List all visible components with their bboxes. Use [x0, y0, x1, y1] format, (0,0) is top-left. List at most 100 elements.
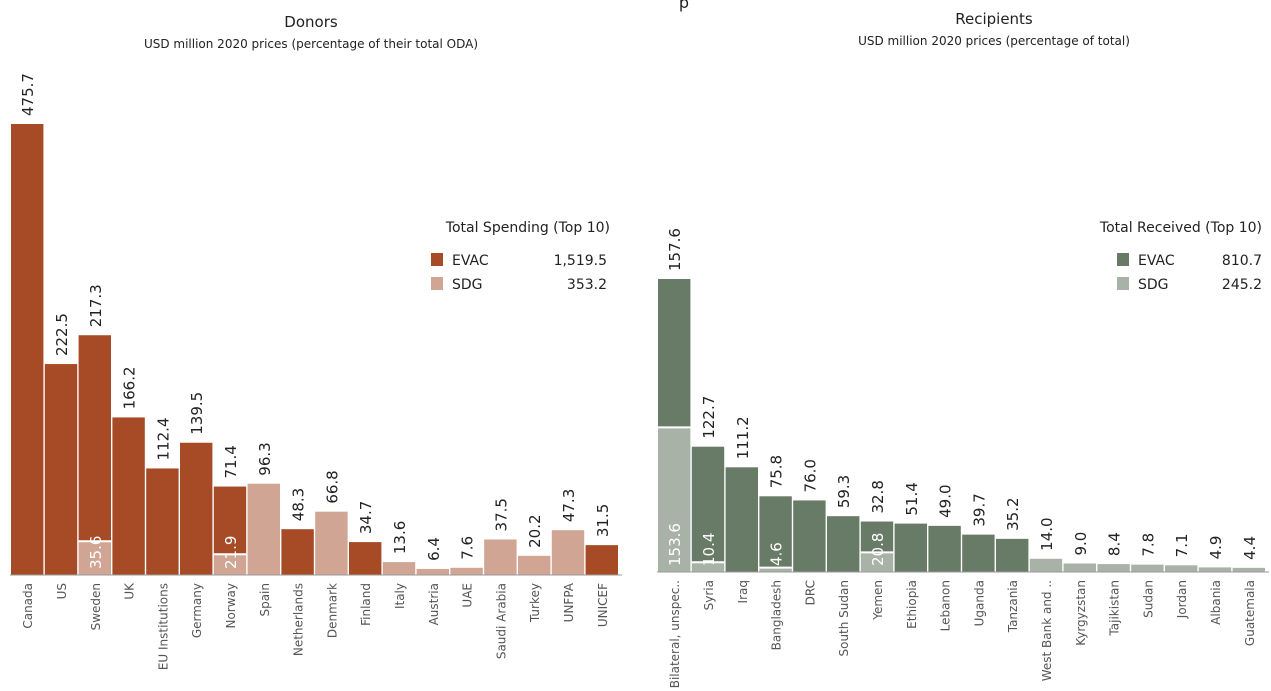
recipient-category-label-yemen: Yemen [871, 580, 885, 621]
recipient-value-label-tanzania: 35.2 [1004, 497, 1022, 530]
recipient-value-label-south-sudan: 59.3 [835, 475, 853, 508]
donor-bar-sdg-unfpa [551, 530, 585, 575]
recipient-bar-sdg-kyrgyzstan [1063, 563, 1096, 572]
recipient-bar-sdg-bilateral-unspec [658, 427, 691, 572]
donor-value-label-eu-institutions: 112.4 [154, 417, 172, 460]
recipient-category-label-tajikistan: Tajikistan [1108, 580, 1122, 637]
recipient-bar-evac-ethiopia [894, 523, 927, 572]
donor-category-label-canada: Canada [21, 583, 35, 629]
donor-bar-evac-netherlands [281, 529, 314, 575]
donors-legend-evac-value: 1,519.5 [554, 253, 607, 269]
recipient-category-label-tanzania: Tanzania [1006, 580, 1020, 633]
donor-category-label-eu-institutions: EU Institutions [156, 583, 170, 670]
donor-value-label-us: 222.5 [53, 313, 71, 356]
donor-category-label-sweden: Sweden [89, 583, 103, 630]
donor-value-label-uk: 166.2 [121, 366, 139, 409]
donor-category-label-unfpa: UNFPA [562, 582, 576, 622]
recipient-value-label-bilateral-unspec: 157.6 [666, 228, 684, 271]
donor-bar-sdg-saudi-arabia [484, 539, 517, 575]
recipients-title: Recipients [955, 10, 1033, 28]
recipients-legend-evac-swatch [1117, 253, 1129, 266]
donor-category-label-spain: Spain [258, 583, 272, 617]
recipient-value-label-bangladesh: 75.8 [768, 455, 786, 488]
recipient-value-label-sudan: 7.8 [1139, 533, 1157, 557]
recipient-bar-evac-uganda [962, 534, 995, 572]
recipient-bar-sdg-jordan [1165, 565, 1198, 572]
donor-sdg-value-label-sweden: 35.6 [87, 536, 105, 569]
recipient-category-label-uganda: Uganda [972, 580, 986, 626]
donors-legend-evac-label: EVAC [452, 253, 489, 269]
recipient-value-label-ethiopia: 51.4 [903, 482, 921, 515]
recipient-bar-evac-drc [793, 500, 826, 572]
donor-category-label-denmark: Denmark [325, 583, 339, 638]
donor-value-label-turkey: 20.2 [526, 514, 544, 547]
donor-bar-evac-norway [213, 486, 247, 555]
recipient-bar-sdg-west-bank-and [1029, 558, 1063, 572]
recipient-bar-sdg-guatemala [1232, 567, 1265, 572]
recipient-sdg-value-label-yemen: 20.8 [869, 533, 887, 566]
donors-legend-sdg-swatch [431, 277, 443, 290]
recipient-value-label-jordan: 7.1 [1173, 533, 1191, 557]
recipient-bar-sdg-albania [1198, 567, 1232, 572]
donor-category-label-italy: Italy [393, 583, 407, 609]
recipient-category-label-drc: DRC [803, 580, 817, 605]
donors-legend-evac-swatch [431, 253, 443, 266]
donor-value-label-austria: 6.4 [425, 537, 443, 561]
donor-value-label-netherlands: 48.3 [290, 488, 308, 521]
donor-bar-sdg-norway [213, 554, 247, 575]
recipients-subtitle: USD million 2020 prices (percentage of t… [858, 34, 1130, 48]
donor-bar-evac-eu-institutions [146, 468, 179, 575]
recipients-legend-sdg-swatch [1117, 277, 1129, 290]
recipient-bar-evac-syria [691, 446, 725, 563]
top-clipped-title: p [679, 0, 689, 12]
donor-category-label-uae: UAE [461, 583, 475, 608]
donor-bar-evac-sweden [78, 335, 111, 542]
donor-category-label-uk: UK [123, 582, 137, 600]
donors-legend-sdg-value: 353.2 [567, 277, 607, 293]
recipients-legend-sdg-label: SDG [1138, 277, 1169, 293]
donor-value-label-unfpa: 47.3 [560, 489, 578, 522]
recipient-value-label-yemen: 32.8 [869, 480, 887, 513]
donor-bar-sdg-spain [247, 483, 280, 575]
donor-bar-evac-uk [112, 417, 145, 575]
donor-bar-sdg-denmark [315, 511, 348, 575]
donor-bar-sdg-austria [416, 568, 449, 575]
donor-value-label-norway: 71.4 [222, 445, 240, 478]
recipient-value-label-kyrgyzstan: 9.0 [1072, 532, 1090, 556]
donor-category-label-turkey: Turkey [528, 583, 542, 623]
donor-value-label-sweden: 217.3 [87, 284, 105, 327]
recipient-bar-evac-lebanon [928, 525, 961, 572]
recipient-category-label-iraq: Iraq [736, 580, 750, 603]
donor-bar-sdg-turkey [518, 555, 551, 575]
donor-value-label-unicef: 31.5 [594, 504, 612, 537]
recipient-category-label-west-bank-and: West Bank and .. [1040, 580, 1054, 681]
recipient-bar-evac-bangladesh [759, 496, 792, 568]
recipient-bar-sdg-tajikistan [1097, 564, 1130, 572]
donor-value-label-denmark: 66.8 [323, 470, 341, 503]
donor-category-label-austria: Austria [427, 583, 441, 625]
recipient-value-label-guatemala: 4.4 [1241, 536, 1259, 560]
recipients-legend: Total Received (Top 10) EVAC 810.7 SDG 2… [1099, 220, 1262, 293]
recipient-bar-evac-iraq [725, 467, 758, 572]
donor-bar-evac-us [44, 364, 78, 575]
donor-bar-evac-finland [349, 542, 382, 575]
donor-value-label-italy: 13.6 [391, 521, 409, 554]
donor-bar-evac-germany [180, 442, 213, 575]
recipient-value-label-iraq: 111.2 [734, 416, 752, 459]
recipient-value-label-syria: 122.7 [700, 396, 718, 439]
recipient-value-label-albania: 4.9 [1207, 536, 1225, 560]
donors-legend-sdg-label: SDG [452, 277, 483, 293]
donor-bar-sdg-sweden [78, 541, 111, 575]
donor-category-label-us: US [55, 583, 69, 599]
recipients-legend-title: Total Received (Top 10) [1099, 220, 1262, 236]
donor-bar-evac-canada [11, 124, 44, 575]
donor-value-label-germany: 139.5 [188, 392, 206, 435]
recipient-sdg-value-label-bilateral-unspec: 153.6 [666, 523, 684, 566]
recipient-bar-sdg-syria [691, 562, 725, 572]
donor-category-label-netherlands: Netherlands [292, 583, 306, 656]
recipient-value-label-west-bank-and: 14.0 [1038, 517, 1056, 550]
donor-category-label-saudi-arabia: Saudi Arabia [494, 583, 508, 659]
donor-value-label-uae: 7.6 [459, 536, 477, 560]
donor-bar-evac-unicef [585, 545, 618, 575]
